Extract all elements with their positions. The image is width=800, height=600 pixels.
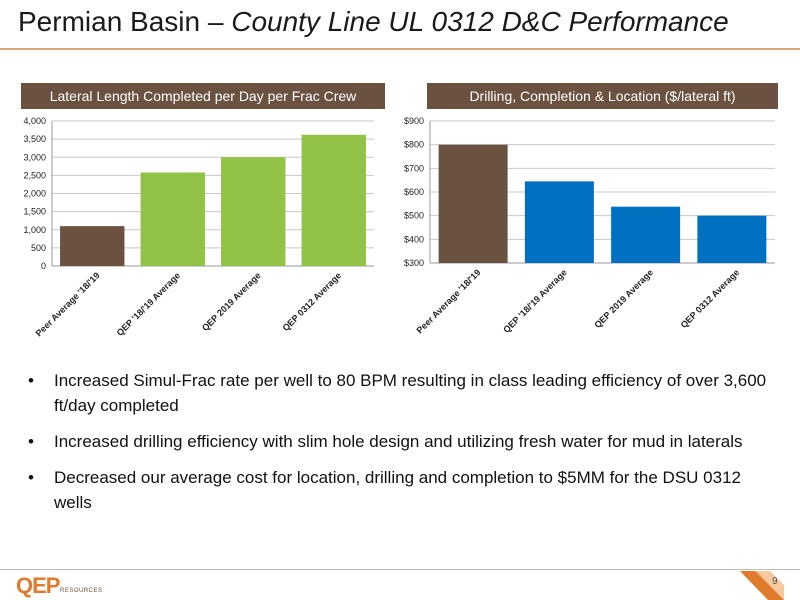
x-tick-label: QEP '18/'19 Average	[115, 270, 183, 338]
bar-3	[611, 206, 681, 263]
bullet-text: Increased Simul-Frac rate per well to 80…	[54, 371, 767, 415]
title-italic: County Line UL 0312 D&C Performance	[231, 6, 729, 37]
y-tick-label: 2,500	[23, 170, 46, 180]
y-tick-label: 1,500	[23, 207, 46, 217]
y-tick-label: $300	[404, 258, 424, 268]
bar-1	[60, 226, 125, 266]
title-main: Permian Basin –	[18, 6, 232, 37]
y-tick-label: 3,000	[23, 152, 46, 162]
company-logo: QEP RESOURCES	[16, 573, 102, 598]
y-tick-label: 500	[31, 243, 46, 253]
y-tick-label: $500	[404, 211, 424, 221]
y-tick-label: $600	[404, 187, 424, 197]
footer-chevron-icon	[740, 571, 784, 600]
y-tick-label: $400	[404, 234, 424, 244]
bullet-list: • Increased Simul-Frac rate per well to 8…	[28, 368, 768, 526]
y-tick-label: 0	[41, 261, 46, 271]
bullet-item: • Increased drilling efficiency with slim…	[28, 429, 768, 454]
bullet-symbol: •	[28, 468, 34, 487]
chart2-title: Drilling, Completion & Location ($/later…	[427, 83, 778, 109]
x-tick-label: QEP 2019 Average	[592, 267, 655, 330]
bullet-symbol: •	[28, 371, 34, 390]
y-tick-label: $800	[404, 140, 424, 150]
page-title: Permian Basin – County Line UL 0312 D&C …	[18, 6, 729, 38]
bar-1	[438, 144, 508, 263]
x-tick-label: QEP 2019 Average	[200, 270, 263, 333]
y-tick-label: 1,000	[23, 225, 46, 235]
bullet-item: • Decreased our average cost for location…	[28, 465, 768, 515]
y-tick-label: 4,000	[23, 116, 46, 126]
x-tick-label: QEP '18/'19 Average	[501, 267, 569, 335]
x-tick-label: QEP 0312 Average	[679, 267, 742, 330]
y-tick-label: $900	[404, 116, 424, 126]
bar-2	[140, 172, 205, 266]
page-number: 9	[772, 576, 778, 587]
bullet-symbol: •	[28, 432, 34, 451]
logo-subtext: RESOURCES	[60, 588, 103, 594]
chart1-title: Lateral Length Completed per Day per Fra…	[21, 83, 385, 109]
lateral-length-chart: 0 500 1,000 1,500 2,000 2,500 3,000 3,500 4,000 P…	[23, 116, 374, 338]
y-tick-label: 3,500	[23, 134, 46, 144]
title-rule	[0, 48, 800, 50]
x-tick-label: QEP 0312 Average	[280, 270, 343, 333]
bar-2	[524, 181, 594, 263]
bar-4	[301, 134, 366, 266]
bullet-item: • Increased Simul-Frac rate per well to 8…	[28, 368, 768, 418]
bullet-text: Decreased our average cost for location,…	[54, 468, 741, 512]
x-tick-label: Peer Average '18/'19	[34, 270, 102, 338]
logo-text: QEP	[16, 573, 60, 598]
y-tick-label: $700	[404, 163, 424, 173]
bar-3	[221, 157, 286, 266]
bar-4	[697, 215, 767, 263]
x-tick-label: Peer Average '18/'19	[415, 267, 483, 335]
footer-rule	[0, 569, 800, 570]
bullet-text: Increased drilling efficiency with slim …	[54, 432, 743, 451]
y-tick-label: 2,000	[23, 189, 46, 199]
dcl-cost-chart: $300 $400 $500 $600 $700 $800 $900 Peer Average…	[404, 116, 775, 335]
